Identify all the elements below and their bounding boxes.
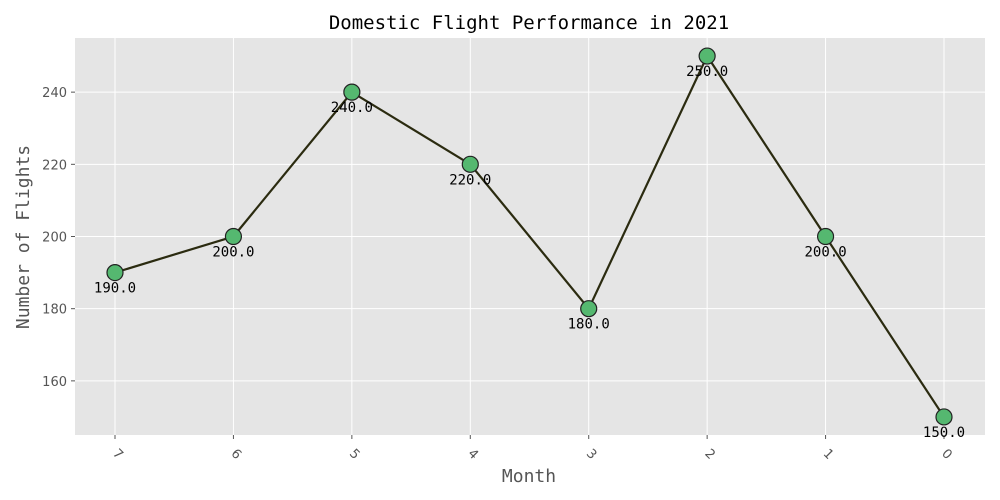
data-point — [106, 263, 124, 282]
y-axis-label: Number of Flights — [13, 145, 34, 329]
x-tick-label: 0 — [938, 446, 954, 462]
data-label: 180.0 — [568, 317, 610, 333]
data-point — [698, 47, 716, 65]
x-axis-label: Month — [502, 466, 556, 487]
x-tick-label: 1 — [820, 446, 836, 462]
x-tick-label: 7 — [109, 446, 125, 462]
data-label: 250.0 — [686, 64, 728, 80]
y-tick-label: 240 — [42, 86, 67, 101]
y-tick-label: 160 — [42, 375, 67, 390]
x-tick-label: 3 — [583, 446, 599, 462]
y-axis-ticks: 160 180 200 220 240 — [42, 86, 75, 390]
data-label: 200.0 — [804, 245, 846, 261]
x-tick-label: 2 — [701, 446, 717, 462]
data-point — [935, 408, 953, 426]
data-label: 190.0 — [94, 281, 136, 297]
data-point — [816, 227, 835, 246]
x-tick-label: 5 — [346, 446, 362, 462]
data-label: 150.0 — [923, 425, 965, 441]
data-labels: 190.0 200.0 240.0 220.0 180.0 250.0 200.0 150.0 — [94, 64, 965, 441]
chart-title: Domestic Flight Performance in 2021 — [329, 12, 729, 34]
data-point — [461, 155, 479, 173]
y-tick-label: 220 — [42, 158, 67, 173]
x-tick-label: 6 — [228, 446, 244, 462]
y-tick-label: 180 — [42, 303, 67, 318]
series-markers — [106, 47, 953, 426]
data-point — [580, 300, 598, 318]
x-tick-label: 4 — [465, 446, 481, 462]
data-label: 240.0 — [331, 100, 373, 116]
data-point — [224, 227, 243, 246]
data-label: 220.0 — [449, 172, 491, 188]
data-label: 200.0 — [212, 245, 254, 261]
data-point — [343, 83, 361, 101]
series-line — [114, 53, 945, 418]
x-axis-ticks: 7 6 5 4 3 2 1 0 — [109, 435, 955, 463]
y-tick-label: 200 — [42, 231, 67, 246]
